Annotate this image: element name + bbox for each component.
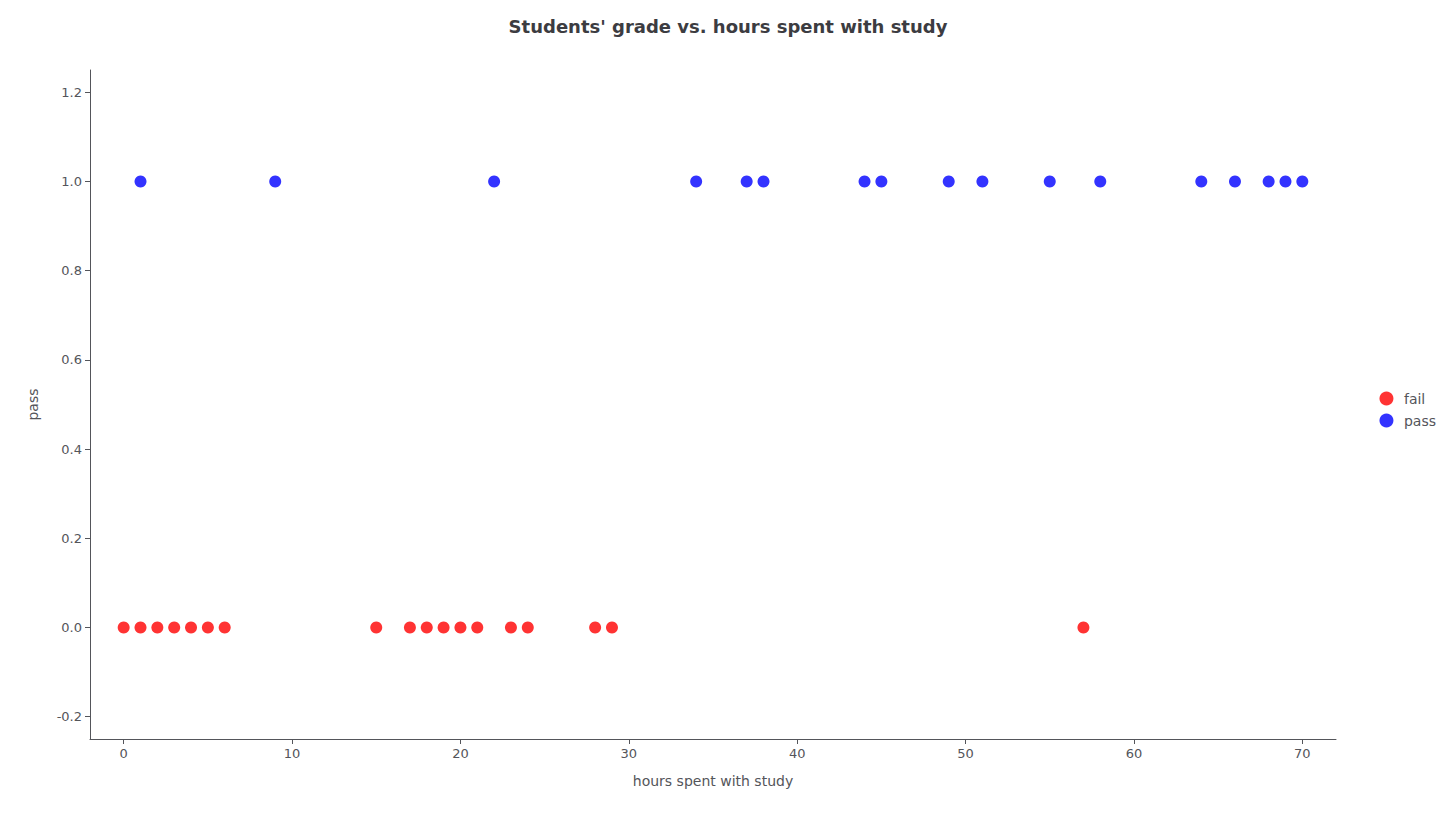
svg-text:70: 70 [1294, 746, 1311, 761]
svg-text:0.8: 0.8 [61, 263, 82, 278]
svg-text:1.2: 1.2 [61, 85, 82, 100]
svg-text:50: 50 [957, 746, 974, 761]
svg-text:40: 40 [789, 746, 806, 761]
svg-text:pass: pass [1404, 413, 1436, 429]
svg-text:0.4: 0.4 [61, 442, 82, 457]
svg-text:pass: pass [25, 388, 41, 420]
svg-text:0.6: 0.6 [61, 352, 82, 367]
svg-text:0.2: 0.2 [61, 531, 82, 546]
svg-text:10: 10 [284, 746, 301, 761]
svg-text:30: 30 [621, 746, 638, 761]
svg-text:1.0: 1.0 [61, 174, 82, 189]
svg-text:60: 60 [1126, 746, 1143, 761]
svg-text:20: 20 [452, 746, 469, 761]
svg-text:0: 0 [120, 746, 128, 761]
svg-text:fail: fail [1404, 391, 1425, 407]
svg-text:Students' grade vs. hours spen: Students' grade vs. hours spent with stu… [509, 16, 948, 37]
svg-text:hours spent with study: hours spent with study [633, 773, 793, 789]
svg-text:0.0: 0.0 [61, 620, 82, 635]
svg-text:-0.2: -0.2 [57, 709, 82, 724]
